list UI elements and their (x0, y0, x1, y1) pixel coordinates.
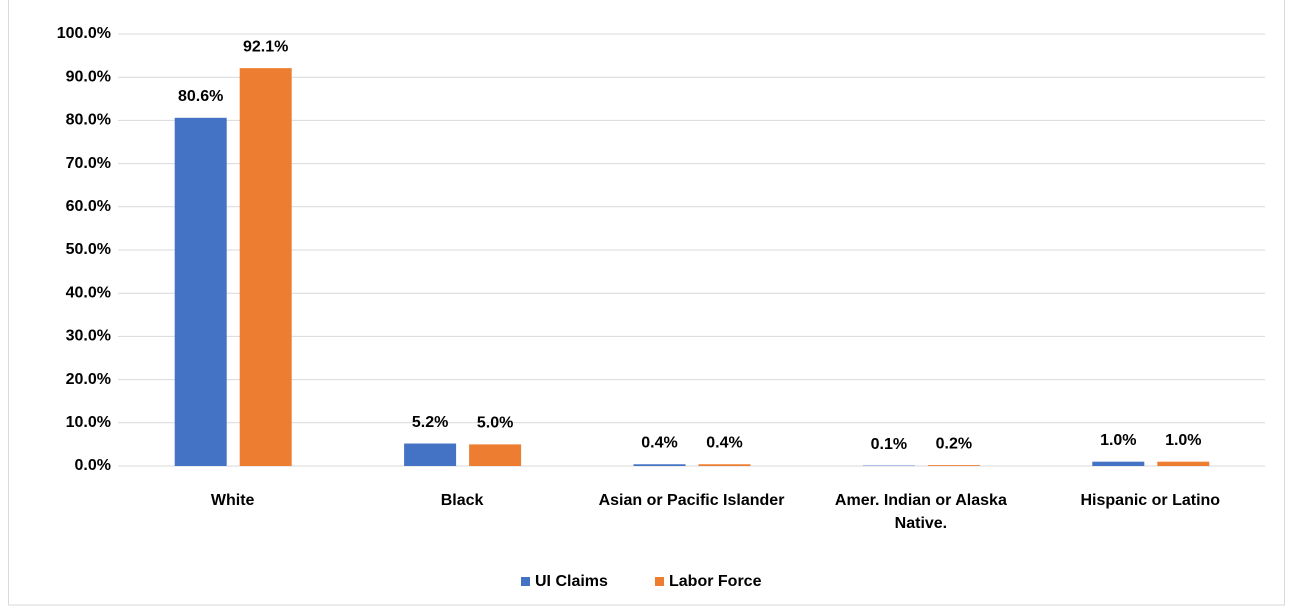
bar (698, 464, 751, 466)
data-label: 92.1% (243, 38, 288, 55)
legend-swatch (655, 577, 664, 586)
x-tick-label: Hispanic or Latino (1080, 492, 1221, 509)
bar (633, 464, 686, 466)
x-tick-label: White (210, 492, 255, 509)
bar (174, 117, 227, 467)
y-tick-label: 100.0% (57, 25, 111, 42)
legend-label: UI Claims (535, 573, 608, 590)
y-tick-label: 90.0% (66, 68, 111, 85)
data-label: 0.4% (706, 434, 742, 451)
bar (469, 444, 522, 466)
data-label: 5.2% (412, 414, 448, 431)
y-tick-label: 40.0% (66, 284, 111, 301)
y-tick-label: 50.0% (66, 241, 111, 258)
bar (927, 465, 980, 466)
data-label: 5.0% (477, 415, 513, 432)
y-tick-label: 0.0% (75, 457, 111, 474)
y-tick-label: 10.0% (66, 414, 111, 431)
data-label: 1.0% (1100, 432, 1136, 449)
legend-label: Labor Force (669, 573, 762, 590)
y-tick-label: 70.0% (66, 155, 111, 172)
data-label: 0.1% (871, 436, 907, 453)
bar (239, 68, 292, 467)
y-tick-label: 80.0% (66, 112, 111, 129)
x-tick-label: Black (440, 492, 484, 509)
y-tick-label: 60.0% (66, 198, 111, 215)
chart-frame (8, 0, 1285, 606)
data-label: 0.4% (641, 434, 677, 451)
legend-swatch (521, 577, 530, 586)
x-tick-label: Asian or Pacific Islander (598, 492, 785, 509)
bar (1092, 461, 1145, 466)
data-label: 1.0% (1165, 432, 1201, 449)
data-label: 0.2% (936, 435, 972, 452)
bar (404, 443, 457, 466)
x-tick-label: Amer. Indian or Alaska Native. (834, 492, 1007, 532)
data-label: 80.6% (178, 88, 223, 105)
y-tick-label: 20.0% (66, 371, 111, 388)
bar (1157, 461, 1210, 466)
y-tick-label: 30.0% (66, 328, 111, 345)
